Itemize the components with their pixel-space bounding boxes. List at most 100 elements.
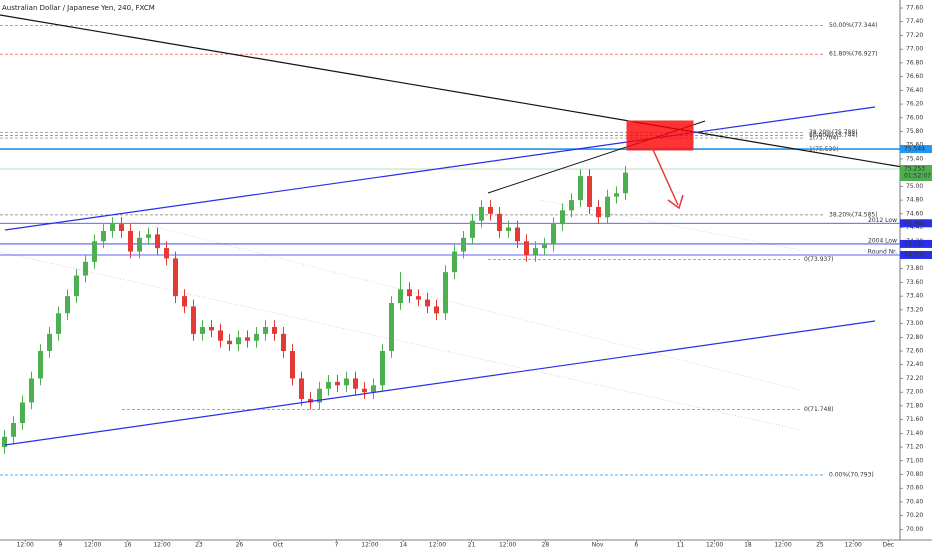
- countdown: 01:52:07: [904, 173, 931, 180]
- y-tick-label: 72.60: [906, 348, 923, 355]
- x-tick-label: Nov: [592, 542, 604, 549]
- x-tick-label: 16: [124, 542, 132, 549]
- y-tick-label: 73.00: [906, 320, 923, 327]
- y-tick-label: 73.60: [906, 279, 923, 286]
- y-tick-label: 74.80: [906, 197, 923, 204]
- candle-body: [605, 196, 610, 218]
- candle-body: [2, 436, 7, 448]
- y-tick-label: 74.40: [906, 224, 923, 231]
- candle-body: [515, 227, 520, 242]
- y-tick-label: 75.80: [906, 128, 923, 135]
- price-badge-label: 75.544: [904, 146, 925, 153]
- candle-body: [128, 230, 133, 252]
- price-badge-label: 74.462: [904, 220, 925, 227]
- fib-label: 0(71.748): [804, 406, 834, 413]
- fib-label: 50.00%(77.344): [829, 22, 878, 29]
- price-badge: [900, 250, 932, 259]
- x-tick-label: 28: [542, 542, 550, 549]
- x-tick-label: 25: [816, 542, 824, 549]
- candle-body: [227, 340, 232, 345]
- price-badge-label: 74.161: [904, 240, 925, 247]
- candle-body: [308, 399, 313, 403]
- candle-body: [524, 241, 529, 255]
- x-tick-label: 18: [744, 542, 752, 549]
- x-tick-label: 12:00: [84, 542, 101, 549]
- candle-body: [623, 172, 628, 194]
- arrow-head: [667, 194, 684, 210]
- channel-lower: [4, 320, 876, 446]
- fib-label: 0(73.937): [804, 256, 834, 263]
- candle-body: [380, 351, 385, 386]
- x-tick-label: 12:00: [774, 542, 791, 549]
- drawings-back: [0, 199, 801, 431]
- y-tick-label: 76.20: [906, 101, 923, 108]
- price-badge: [900, 145, 932, 154]
- price-badge-label: 75.253: [904, 166, 925, 173]
- candle-body: [56, 313, 61, 334]
- y-tick-label: 76.60: [906, 73, 923, 80]
- candle-body: [209, 327, 214, 331]
- target-zone: [626, 120, 694, 151]
- candle-body: [533, 248, 538, 255]
- x-tick-label: 12:00: [17, 542, 34, 549]
- candle-body: [587, 176, 592, 207]
- candle-body: [191, 306, 196, 334]
- candle-body: [29, 378, 34, 403]
- y-tick-label: 70.80: [906, 471, 923, 478]
- candle-body: [236, 337, 241, 345]
- candle-body: [461, 237, 466, 252]
- x-tick-label: Oct: [273, 542, 284, 549]
- x-tick-label: 12:00: [499, 542, 516, 549]
- candle-body: [290, 351, 295, 379]
- candle-body: [299, 378, 304, 400]
- candle-body: [389, 302, 394, 352]
- x-tick-label: 12:00: [706, 542, 723, 549]
- y-tick-label: 77.40: [906, 18, 923, 25]
- candle-body: [614, 193, 619, 197]
- price-badge: [900, 165, 932, 182]
- y-tick-label: 72.80: [906, 334, 923, 341]
- candle-body: [344, 378, 349, 386]
- candle-body: [506, 227, 511, 231]
- candle-body: [317, 388, 322, 403]
- candle-body: [416, 296, 421, 300]
- candle-body: [281, 333, 286, 352]
- y-tick-label: 77.60: [906, 5, 923, 12]
- candle-body: [38, 351, 43, 379]
- x-tick-label: 21: [468, 542, 476, 549]
- candle-body: [155, 234, 160, 249]
- candle-body: [245, 337, 250, 341]
- candle-body: [110, 224, 115, 231]
- fib-label: 61.80%(76.927): [829, 51, 878, 58]
- price-line-note: Round Nr.: [868, 248, 897, 255]
- candle-body: [470, 220, 475, 238]
- candle-body: [434, 306, 439, 314]
- fib-label: 38.20%(74.585): [829, 211, 878, 218]
- candle-body: [146, 234, 151, 238]
- price-badge-label: 74.000: [904, 251, 925, 258]
- y-tick-label: 72.40: [906, 361, 923, 368]
- y-tick-label: 74.60: [906, 210, 923, 217]
- candle-body: [398, 289, 403, 303]
- candle-body: [488, 206, 493, 214]
- candle-body: [164, 248, 169, 259]
- y-tick-label: 73.20: [906, 306, 923, 313]
- y-tick-label: 76.00: [906, 114, 923, 121]
- drawings: [0, 14, 932, 446]
- y-tick-label: 75.00: [906, 183, 923, 190]
- candle-body: [200, 327, 205, 334]
- candle-body: [263, 327, 268, 334]
- candle-body: [272, 327, 277, 334]
- candle-body: [182, 296, 187, 307]
- x-tick-label: 12:00: [429, 542, 446, 549]
- candle-body: [371, 385, 376, 393]
- x-tick-label: 11: [677, 542, 685, 549]
- fib-label: 0.00%(70.793): [829, 471, 874, 478]
- candle-body: [20, 402, 25, 424]
- x-tick-label: 26: [236, 542, 244, 549]
- price-line-note: 2004 Low: [868, 237, 897, 244]
- fib-label: 50.00%(75.744): [809, 132, 858, 139]
- x-tick-label: 12:00: [361, 542, 378, 549]
- x-tick-label: 7: [335, 542, 339, 549]
